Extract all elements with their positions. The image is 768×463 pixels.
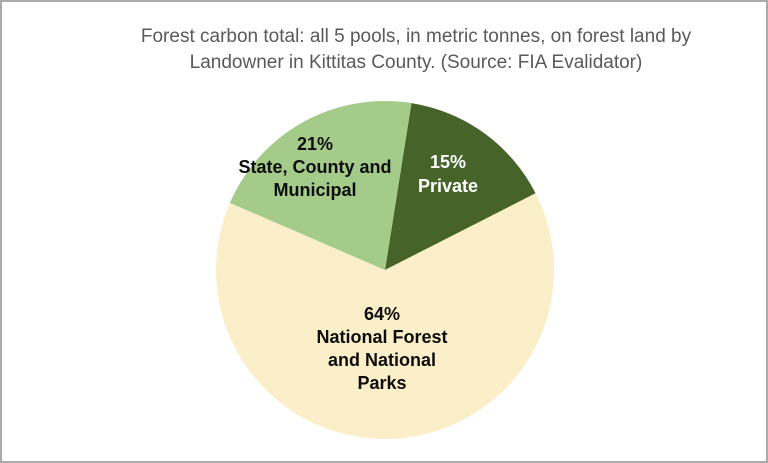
pie-plot-area	[215, 100, 555, 440]
pie-label-state-county-municipal: 21% State, County and Municipal	[238, 134, 392, 200]
pie-label-national-forest-parks: 64% National Forest and National Parks	[316, 304, 448, 393]
pie-chart	[215, 100, 554, 440]
pie-label-private: 15% Private	[417, 152, 479, 196]
pie-slice-national-forest-and-national-parks	[215, 193, 554, 440]
chart-title: Forest carbon total: all 5 pools, in met…	[140, 26, 692, 73]
pie-slice-state-county-and-municipal	[229, 100, 412, 270]
pie-slice-private	[385, 103, 536, 270]
